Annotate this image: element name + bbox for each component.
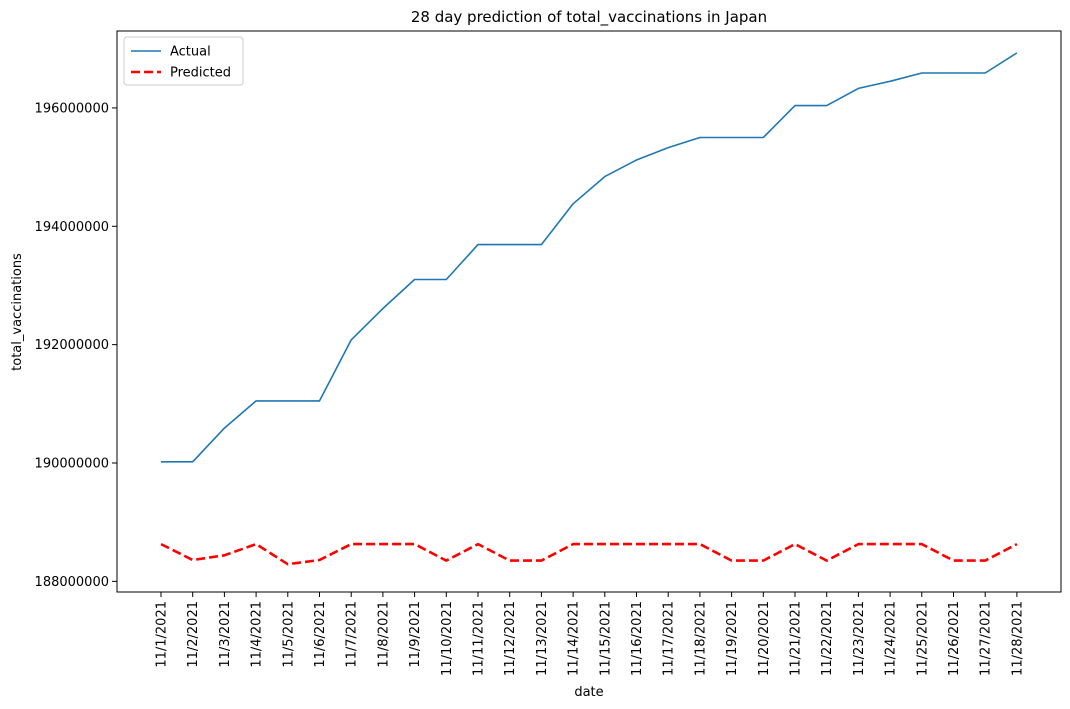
x-tick-label: 11/2/2021 [186, 601, 201, 668]
x-tick-label: 11/19/2021 [725, 601, 740, 676]
x-tick-label: 11/6/2021 [313, 601, 328, 668]
plot-area [160, 52, 1018, 566]
series-line-actual [161, 52, 1018, 463]
x-tick-label: 11/4/2021 [250, 601, 265, 668]
plot-frame [116, 30, 1062, 593]
y-tick-label: 192000000 [35, 338, 109, 353]
x-tick-label: 11/27/2021 [979, 601, 994, 676]
x-tick-label: 11/5/2021 [281, 601, 296, 668]
x-axis: 11/1/2021 11/2/2021 11/3/2021 11/4/2021 11/5… [155, 592, 1025, 676]
x-tick-label: 11/13/2021 [535, 601, 550, 676]
x-tick-label: 11/17/2021 [662, 601, 677, 676]
x-tick-label: 11/20/2021 [757, 601, 772, 676]
legend: Actual Predicted [123, 36, 244, 86]
x-tick-label: 11/18/2021 [693, 601, 708, 676]
y-axis-label: total_vaccinations [10, 253, 25, 371]
x-tick-label: 11/11/2021 [472, 601, 487, 676]
series-line-predicted [160, 542, 1018, 566]
chart-title: 28 day prediction of total_vaccinations … [411, 8, 767, 27]
x-tick-label: 11/25/2021 [915, 601, 930, 676]
x-tick-label: 11/16/2021 [630, 601, 645, 676]
x-axis-label: date [574, 685, 603, 700]
x-tick-label: 11/9/2021 [408, 601, 423, 668]
x-tick-label: 11/12/2021 [503, 601, 518, 676]
legend-label-actual: Actual [170, 45, 211, 60]
x-tick-label: 11/22/2021 [820, 601, 835, 676]
x-tick-label: 11/15/2021 [598, 601, 613, 676]
y-tick-label: 190000000 [35, 456, 109, 471]
x-tick-label: 11/21/2021 [789, 601, 804, 676]
legend-label-predicted: Predicted [170, 66, 231, 81]
y-axis: 188000000 190000000 192000000 194000000 1960… [35, 101, 117, 590]
y-tick-label: 196000000 [35, 101, 109, 116]
x-tick-label: 11/7/2021 [345, 601, 360, 668]
y-tick-label: 194000000 [35, 220, 109, 235]
x-tick-label: 11/28/2021 [1010, 601, 1025, 676]
y-tick-label: 188000000 [35, 575, 109, 590]
x-tick-label: 11/14/2021 [567, 601, 582, 676]
x-tick-label: 11/23/2021 [852, 601, 867, 676]
x-tick-label: 11/24/2021 [884, 601, 899, 676]
x-tick-label: 11/26/2021 [947, 601, 962, 676]
legend-box [123, 36, 244, 86]
x-tick-label: 11/3/2021 [218, 601, 233, 668]
x-tick-label: 11/1/2021 [155, 601, 170, 668]
x-tick-label: 11/8/2021 [376, 601, 391, 668]
x-tick-label: 11/10/2021 [440, 601, 455, 676]
